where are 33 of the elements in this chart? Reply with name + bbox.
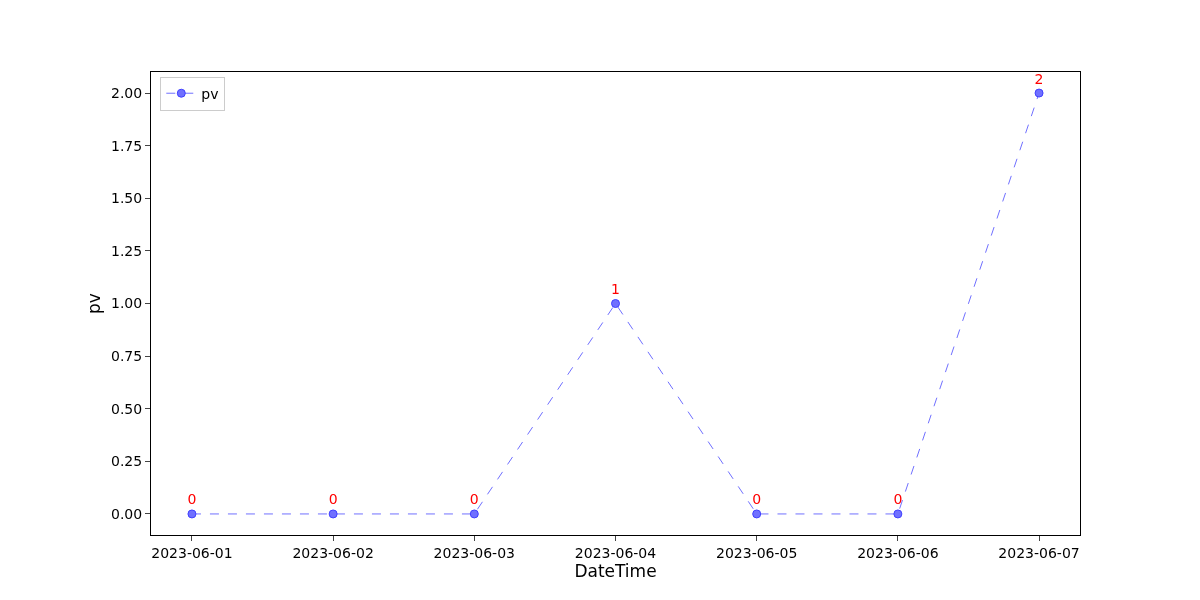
legend-label: pv (201, 85, 219, 102)
y-tick-label: 0.75 (111, 348, 143, 365)
x-tick-label: 2023-06-03 (433, 544, 515, 561)
x-tick-label: 2023-06-01 (151, 544, 233, 561)
y-axis-title: pv (83, 293, 104, 314)
data-label: 0 (752, 491, 762, 508)
data-label: 1 (611, 281, 620, 297)
y-tick-label: 1.25 (111, 242, 143, 259)
point (469, 509, 479, 519)
y-tick-label: 1.50 (111, 190, 143, 207)
point (752, 509, 762, 519)
point (611, 299, 620, 308)
x-axis-title: DateTime (574, 560, 657, 581)
point (893, 509, 903, 519)
y-tick-label: 1.75 (111, 137, 143, 154)
data-label: 2 (1034, 70, 1044, 87)
x-tick-label: 2023-06-05 (716, 544, 798, 561)
point (328, 509, 338, 519)
data-label: 0 (187, 491, 197, 508)
data-label: 0 (893, 491, 903, 508)
y-tick-label: 0.00 (111, 505, 143, 522)
y-tick-label: 0.50 (111, 400, 143, 417)
x-tick-label: 2023-06-02 (292, 544, 374, 561)
point (1034, 88, 1044, 98)
x-tick-label: 2023-06-06 (857, 544, 939, 561)
y-tick-label: 0.25 (111, 453, 143, 470)
x-tick-label: 2023-06-04 (574, 544, 657, 561)
data-label: 0 (328, 491, 338, 508)
point (187, 509, 197, 519)
x-tick-label: 2023-06-07 (998, 544, 1080, 561)
y-tick-label: 2.00 (111, 84, 143, 101)
data-label: 0 (469, 491, 479, 508)
y-tick-label: 1.00 (111, 295, 143, 312)
